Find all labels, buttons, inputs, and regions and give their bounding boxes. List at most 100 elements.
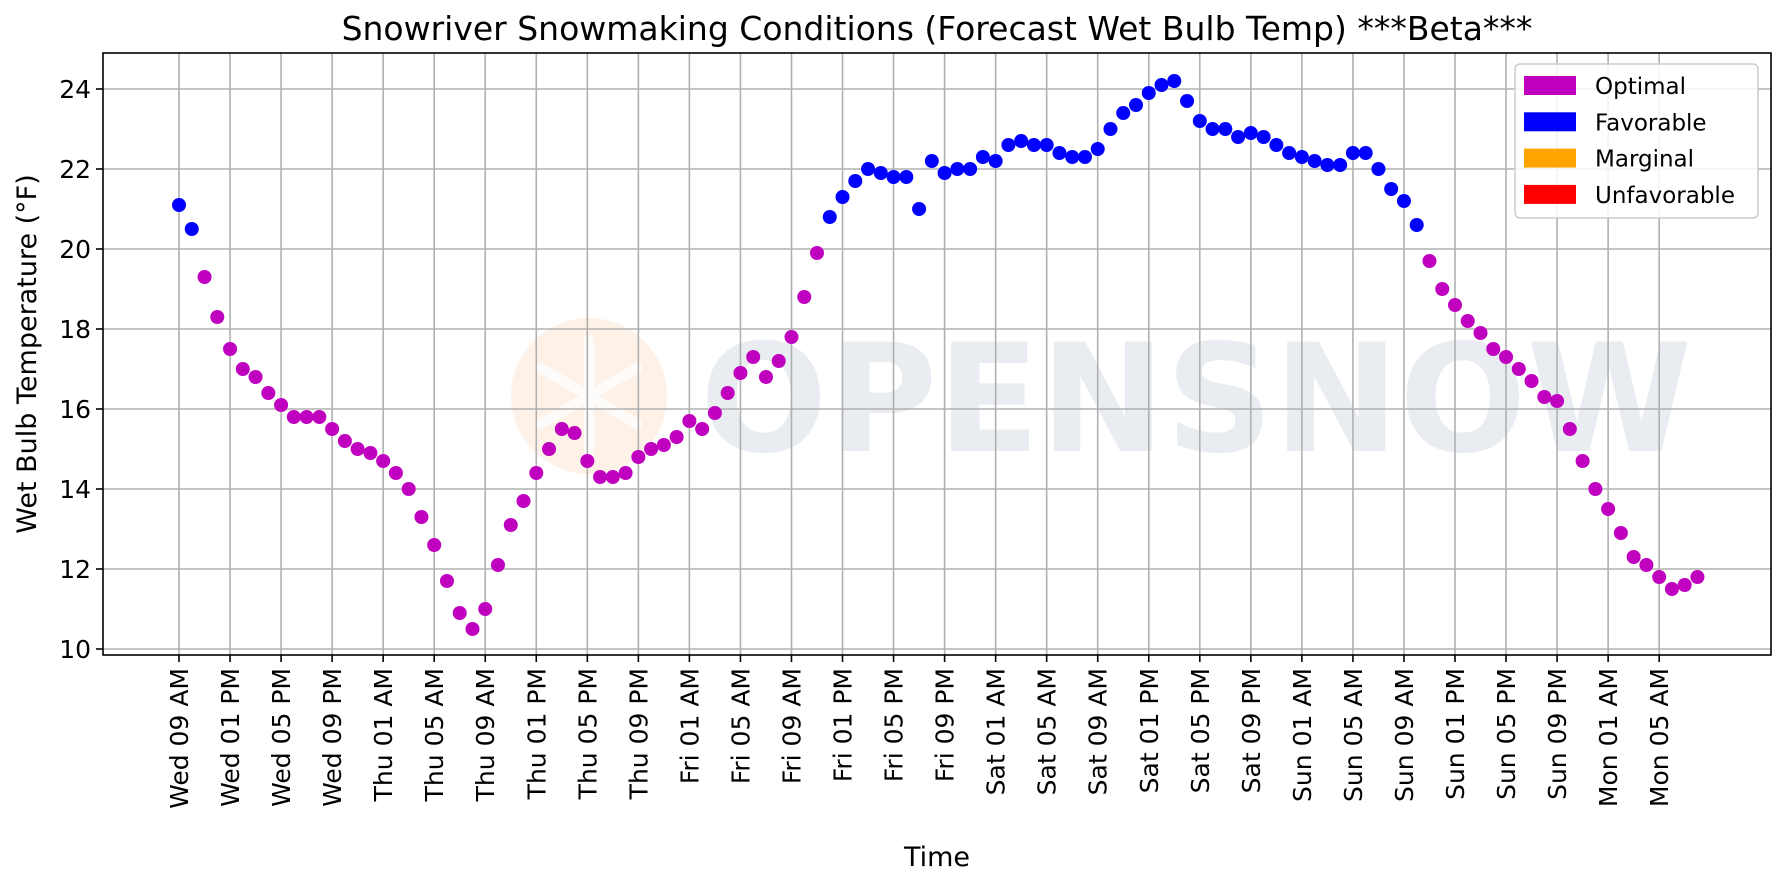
data-point xyxy=(197,270,212,284)
data-point xyxy=(937,166,952,180)
data-point xyxy=(184,222,199,236)
x-axis-title: Time xyxy=(903,842,970,873)
data-point xyxy=(797,290,812,304)
data-point xyxy=(567,426,582,440)
x-tick-label: Sun 09 AM xyxy=(1390,668,1419,802)
data-point xyxy=(1345,146,1360,160)
x-tick-label: Sat 05 AM xyxy=(1033,668,1062,795)
legend-swatch xyxy=(1524,184,1576,204)
data-point xyxy=(1141,86,1156,100)
data-point xyxy=(1231,130,1246,144)
x-tick-label: Sat 01 PM xyxy=(1135,668,1164,793)
y-tick-label: 16 xyxy=(59,395,91,424)
data-point xyxy=(1588,482,1603,496)
data-point xyxy=(1639,558,1654,572)
data-point xyxy=(542,442,557,456)
data-point xyxy=(1167,74,1182,88)
data-point xyxy=(1473,326,1488,340)
data-point xyxy=(427,538,442,552)
plot-frame xyxy=(102,52,1772,656)
data-point xyxy=(1664,582,1679,596)
x-tick-label: Wed 09 AM xyxy=(165,668,194,809)
x-tick-label: Sat 01 AM xyxy=(982,668,1011,795)
data-point xyxy=(1039,138,1054,152)
data-point xyxy=(1677,578,1692,592)
data-point xyxy=(1524,374,1539,388)
watermark: OPENSNOW xyxy=(511,313,1692,487)
data-point xyxy=(1294,150,1309,164)
data-point xyxy=(720,386,735,400)
data-point xyxy=(707,406,722,420)
data-point xyxy=(172,198,186,212)
data-point xyxy=(1358,146,1373,160)
data-point xyxy=(1613,526,1628,540)
y-tick-label: 10 xyxy=(59,635,91,664)
data-point xyxy=(1460,314,1475,328)
data-point xyxy=(861,162,876,176)
data-point xyxy=(605,470,620,484)
data-point xyxy=(912,202,927,216)
data-point xyxy=(388,466,403,480)
data-point xyxy=(822,210,837,224)
x-tick-label: Sat 09 PM xyxy=(1237,668,1266,793)
data-point xyxy=(1511,362,1526,376)
watermark-text: OPENSNOW xyxy=(700,313,1692,487)
x-tick-label: Sun 01 PM xyxy=(1441,668,1470,800)
data-point xyxy=(1575,454,1590,468)
data-point xyxy=(1371,162,1386,176)
data-point xyxy=(1192,114,1207,128)
x-tick-label: Fri 05 AM xyxy=(726,668,755,784)
data-point xyxy=(593,470,608,484)
data-point xyxy=(223,342,238,356)
data-point xyxy=(478,602,493,616)
data-point xyxy=(363,446,378,460)
legend-label: Unfavorable xyxy=(1595,183,1735,209)
y-tick-label: 24 xyxy=(59,75,91,104)
x-tick-label: Thu 09 PM xyxy=(624,668,653,800)
data-point xyxy=(1129,98,1143,112)
data-point xyxy=(988,154,1003,168)
x-tick-label: Sun 05 AM xyxy=(1339,668,1368,802)
x-tick-label: Sun 01 AM xyxy=(1288,668,1317,802)
x-tick-label: Sun 09 PM xyxy=(1543,668,1572,800)
data-point xyxy=(1626,550,1641,564)
data-point xyxy=(1537,390,1552,404)
data-point xyxy=(669,430,684,444)
legend-swatch xyxy=(1524,148,1576,168)
data-point xyxy=(1499,350,1514,364)
x-axis-ticks: Wed 09 AM Wed 01 PM Wed 05 PM Wed 09 PM Thu … xyxy=(165,655,1674,809)
data-point xyxy=(758,370,773,384)
data-point xyxy=(274,398,289,412)
y-tick-label: 18 xyxy=(59,315,91,344)
data-point xyxy=(873,166,888,180)
data-point xyxy=(618,466,633,480)
data-point xyxy=(733,366,748,380)
x-tick-label: Fri 01 AM xyxy=(675,668,704,784)
data-point xyxy=(1243,126,1258,140)
data-point xyxy=(1090,142,1105,156)
y-axis-ticks: 10 12 14 16 18 20 22 24 xyxy=(59,75,103,664)
data-point xyxy=(1001,138,1016,152)
y-tick-label: 22 xyxy=(59,155,91,184)
y-tick-label: 12 xyxy=(59,555,91,584)
data-point xyxy=(1218,122,1233,136)
legend-swatch xyxy=(1524,76,1576,95)
data-point xyxy=(1409,218,1424,232)
data-point xyxy=(1562,422,1577,436)
x-tick-label: Mon 05 AM xyxy=(1645,668,1674,807)
x-tick-label: Fri 05 PM xyxy=(880,668,909,782)
data-point xyxy=(491,558,505,572)
data-point xyxy=(1396,194,1411,208)
data-point xyxy=(235,362,250,376)
data-point xyxy=(1320,158,1335,172)
x-tick-label: Sat 09 AM xyxy=(1084,668,1113,795)
data-point xyxy=(261,386,276,400)
data-point xyxy=(1154,78,1169,92)
data-point xyxy=(950,162,965,176)
data-point xyxy=(503,518,518,532)
data-point xyxy=(1690,570,1705,584)
data-point xyxy=(1282,146,1297,160)
data-point xyxy=(1026,138,1041,152)
data-point xyxy=(886,170,901,184)
